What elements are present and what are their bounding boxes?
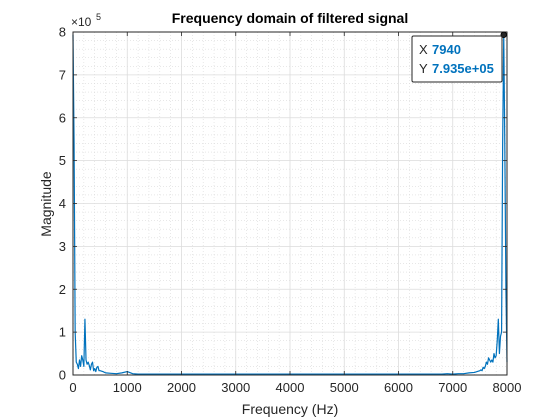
y-axis-label: Magnitude [38, 171, 54, 237]
x-tick-label: 3000 [221, 380, 250, 395]
datatip[interactable]: X 7940 Y 7.935e+05 [412, 32, 507, 82]
x-tick-label: 2000 [167, 380, 196, 395]
x-axis-label: Frequency (Hz) [242, 401, 338, 417]
y-exponent-base: ×10 [71, 15, 92, 29]
y-tick-label: 3 [59, 239, 66, 254]
x-tick-label: 8000 [493, 380, 522, 395]
y-tick-label: 6 [59, 110, 66, 125]
chart-title: Frequency domain of filtered signal [172, 10, 408, 26]
y-tick-label: 2 [59, 282, 66, 297]
x-tick-label: 7000 [438, 380, 467, 395]
x-tick-label: 5000 [330, 380, 359, 395]
y-tick-label: 5 [59, 153, 66, 168]
x-tick-label: 4000 [276, 380, 305, 395]
y-tick-label: 8 [59, 25, 66, 40]
datatip-y-value: 7.935e+05 [432, 61, 494, 76]
datatip-x-value: 7940 [432, 42, 461, 57]
x-tick-label: 6000 [384, 380, 413, 395]
y-exponent-power: 5 [96, 12, 101, 22]
x-tick-label: 1000 [113, 380, 142, 395]
datatip-x-key: X [419, 42, 428, 57]
datatip-y-key: Y [419, 61, 428, 76]
y-tick-label: 4 [59, 196, 66, 211]
y-tick-label: 1 [59, 325, 66, 340]
y-tick-label: 0 [59, 368, 66, 383]
y-tick-label: 7 [59, 67, 66, 82]
x-tick-label: 0 [69, 380, 76, 395]
